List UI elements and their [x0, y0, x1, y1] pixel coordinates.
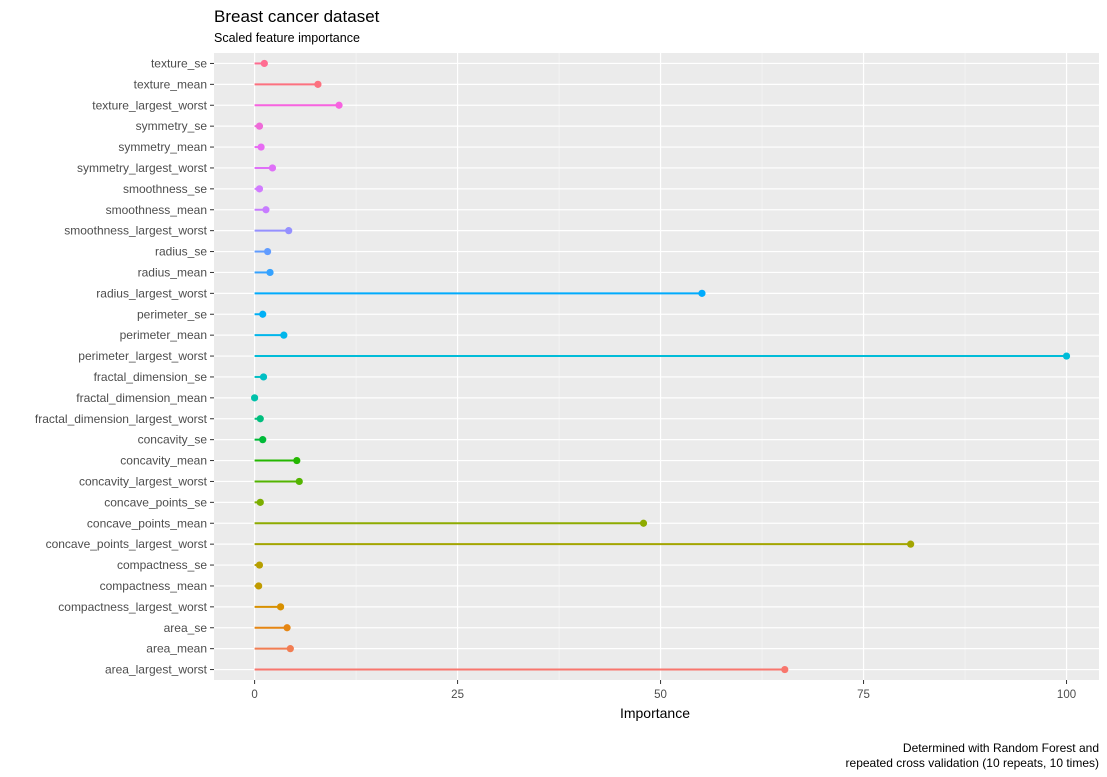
y-tick-label: compactness_se	[117, 558, 207, 572]
lollipop-point	[255, 561, 264, 569]
y-tick-label: texture_mean	[134, 77, 207, 91]
lollipop-point	[639, 519, 648, 527]
y-tick-label: texture_se	[151, 56, 207, 70]
marks-layer	[250, 59, 1071, 674]
y-tick-label: perimeter_largest_worst	[78, 349, 207, 363]
lollipop-point	[781, 665, 789, 674]
y-tick-label: smoothness_se	[123, 182, 207, 196]
caption-line-1: Determined with Random Forest and	[903, 741, 1099, 755]
x-tick-label: 25	[451, 689, 464, 701]
lollipop-point	[314, 80, 322, 88]
chart-subtitle: Scaled feature importance	[214, 31, 360, 45]
y-tick-label: area_mean	[146, 642, 207, 656]
y-tick-label: concave_points_largest_worst	[46, 537, 208, 551]
lollipop-point	[285, 227, 293, 235]
y-tick-label: smoothness_mean	[106, 203, 207, 217]
lollipop-point	[266, 268, 274, 277]
y-tick-label: concave_points_se	[104, 495, 207, 509]
y-tick-label: fractal_dimension_largest_worst	[35, 412, 208, 426]
lollipop-point	[295, 477, 303, 486]
lollipop-point	[293, 456, 301, 465]
x-tick-label: 50	[654, 689, 667, 701]
lollipop-point	[255, 122, 264, 130]
y-tick-label: concavity_se	[138, 433, 208, 447]
y-tick-label: symmetry_se	[136, 119, 208, 133]
x-tick-label: 75	[857, 689, 870, 701]
lollipop-point	[283, 624, 291, 632]
y-tick-label: area_se	[164, 621, 208, 635]
lollipop-point	[255, 582, 263, 590]
lollipop-point	[262, 206, 270, 214]
x-tick-label: 0	[251, 689, 257, 701]
y-tick-label: smoothness_largest_worst	[64, 224, 207, 238]
y-tick-label: radius_se	[155, 245, 207, 259]
y-tick-label: concavity_mean	[120, 454, 207, 468]
lollipop-point	[286, 645, 294, 653]
y-tick-label: area_largest_worst	[105, 663, 208, 677]
lollipop-point	[263, 247, 272, 256]
x-axis: 0 25 50 75 100	[251, 680, 1076, 701]
lollipop-point	[255, 185, 264, 193]
lollipop-point	[259, 436, 267, 444]
y-tick-label: texture_largest_worst	[92, 98, 207, 112]
lollipop-point	[257, 143, 265, 151]
y-tick-label: compactness_mean	[100, 579, 207, 593]
lollipop-point	[259, 310, 267, 318]
chart-title: Breast cancer dataset	[214, 7, 380, 26]
y-tick-label: perimeter_se	[137, 307, 207, 321]
lollipop-point	[256, 498, 264, 506]
plot-panel	[214, 53, 1099, 680]
lollipop-point	[250, 394, 259, 402]
lollipop-point	[907, 540, 915, 548]
lollipop-point	[276, 603, 285, 611]
lollipop-point	[335, 101, 343, 109]
lollipop-point	[268, 164, 277, 172]
y-tick-label: compactness_largest_worst	[58, 600, 207, 614]
y-tick-label: concave_points_mean	[87, 516, 207, 530]
lollipop-point	[256, 415, 264, 423]
x-tick-label: 100	[1057, 689, 1076, 701]
y-tick-label: fractal_dimension_se	[94, 370, 208, 384]
y-axis: texture_se texture_mean texture_largest_wo…	[35, 56, 214, 677]
caption-line-2: repeated cross validation (10 repeats, 1…	[846, 756, 1099, 770]
y-tick-label: radius_mean	[138, 265, 207, 279]
grid-layer	[214, 53, 1099, 680]
lollipop-point	[280, 331, 288, 339]
lollipop-point	[259, 373, 268, 381]
y-tick-label: radius_largest_worst	[96, 286, 207, 300]
y-tick-label: concavity_largest_worst	[79, 474, 208, 488]
y-tick-label: symmetry_largest_worst	[77, 161, 208, 175]
lollipop-point	[260, 59, 268, 68]
y-tick-label: symmetry_mean	[118, 140, 207, 154]
y-tick-label: fractal_dimension_mean	[76, 391, 207, 405]
lollipop-point	[1062, 352, 1071, 360]
lollipop-point	[698, 289, 706, 297]
y-tick-label: perimeter_mean	[120, 328, 207, 342]
x-axis-label: Importance	[620, 705, 690, 721]
